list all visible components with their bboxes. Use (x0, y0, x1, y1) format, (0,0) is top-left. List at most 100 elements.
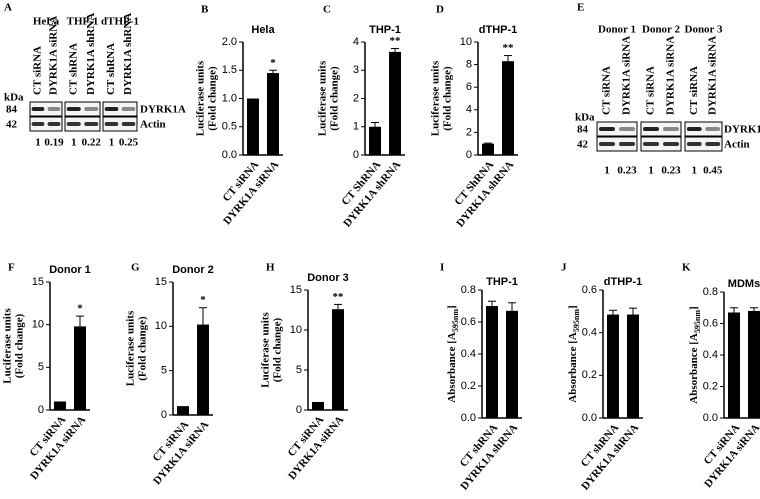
marker-label: 84 (577, 124, 589, 136)
significance: ** (503, 42, 515, 54)
significance: ** (333, 291, 345, 303)
y-tick-label: 0 (38, 404, 44, 416)
band (31, 107, 45, 111)
bar (502, 61, 514, 155)
bar (74, 326, 86, 410)
group-name: Donor 3 (685, 24, 723, 36)
lane-label: DYRK1A siRNA (706, 36, 718, 115)
y-axis-label: (Fold change) (442, 66, 454, 131)
y-tick-label: 5 (38, 361, 44, 373)
kda-label: kDa (4, 92, 24, 104)
panel-label: E (577, 2, 584, 14)
marker-label: 42 (577, 139, 589, 151)
quant-label: 0.22 (82, 137, 102, 149)
y-axis-label-part: 595nm (693, 310, 702, 333)
y-tick-label: 4 (466, 104, 472, 116)
panel-label: B (201, 4, 209, 16)
lane-label: DYRK1A siRNA (621, 36, 633, 115)
y-axis-label: Luciferase units (317, 60, 329, 136)
lane-label: CT siRNA (645, 66, 657, 115)
y-tick-label: 0.0 (222, 149, 237, 161)
band-label: Actin (140, 119, 166, 131)
quant-label: 1 (604, 165, 610, 177)
band (47, 122, 61, 126)
y-axis-label-part: 595nm (451, 309, 460, 332)
bar (369, 126, 381, 155)
y-tick-label: 1.5 (222, 64, 237, 76)
band (663, 142, 679, 146)
bar (177, 406, 189, 415)
blot-box (64, 116, 101, 132)
bar (332, 309, 344, 410)
blot-box (29, 116, 63, 132)
significance: * (200, 294, 206, 306)
blot-box (640, 136, 682, 152)
bar (748, 310, 760, 418)
y-axis-label: (Fold change) (137, 316, 149, 381)
marker-label: 42 (6, 119, 18, 131)
band (84, 107, 99, 111)
bar (267, 73, 279, 155)
y-axis-label: Luciferase units (260, 312, 272, 388)
blot-box (684, 121, 723, 137)
blot-box (102, 116, 138, 132)
bar (728, 312, 740, 418)
panel-label: I (440, 262, 444, 274)
panel-label: G (131, 262, 140, 274)
blot-box (102, 101, 138, 117)
y-axis-label: Absorbance [A595nm] (688, 306, 703, 403)
y-axis-label: Absorbance [A595nm] (446, 305, 461, 402)
y-tick-label: 0.5 (222, 121, 237, 133)
quant-label: 1 (648, 165, 654, 177)
y-tick-label: 6 (466, 81, 472, 93)
band (84, 122, 99, 126)
y-tick-label: 10 (290, 324, 302, 336)
band (619, 127, 635, 131)
significance: ** (390, 35, 402, 47)
band (705, 142, 721, 146)
y-tick-label: 8 (466, 59, 472, 71)
y-tick-label: 0.2 (703, 380, 718, 392)
significance: * (270, 57, 276, 69)
quant-label: 0.45 (703, 165, 723, 177)
y-axis-label-part: Absorbance [A (688, 333, 700, 404)
panel-label: J (561, 262, 567, 274)
band (121, 107, 136, 111)
quant-label: 0.23 (661, 165, 681, 177)
y-axis-label-part: 595nm (572, 309, 581, 332)
bar (197, 324, 209, 415)
group-name: HeLa (33, 16, 60, 28)
y-tick-label: 0 (353, 149, 359, 161)
blot-box (64, 101, 101, 117)
y-axis-label: (Fold change) (272, 317, 284, 382)
y-tick-label: 4 (353, 36, 359, 48)
y-tick-label: 2.0 (222, 36, 237, 48)
band (104, 122, 119, 126)
y-tick-label: 0.0 (582, 412, 597, 424)
band-label: Actin (724, 139, 750, 151)
quant-label: 0.23 (617, 165, 637, 177)
y-axis-label: (Fold change) (329, 66, 341, 131)
band (599, 127, 615, 131)
y-axis-label: Luciferase units (2, 308, 14, 384)
bar (627, 314, 639, 418)
band-label: DYRK1A (140, 104, 186, 116)
chart-title: dTHP-1 (479, 24, 518, 36)
y-axis-label-part: Absorbance [A (446, 332, 458, 403)
band (47, 107, 61, 111)
y-tick-label: 0.4 (582, 327, 597, 339)
quant-label: 1 (692, 165, 698, 177)
bar (54, 401, 66, 410)
chart-title: Donor 3 (307, 272, 349, 284)
quant-label: 1 (71, 137, 77, 149)
y-tick-label: 1 (353, 121, 359, 133)
quant-label: 0.25 (119, 137, 139, 149)
group-name: Donor 1 (598, 24, 636, 36)
y-tick-label: 1.0 (222, 92, 237, 104)
y-tick-label: 15 (32, 276, 44, 288)
panel-label: D (436, 4, 444, 16)
band (663, 127, 679, 131)
bar (482, 143, 494, 155)
bar (247, 98, 259, 155)
